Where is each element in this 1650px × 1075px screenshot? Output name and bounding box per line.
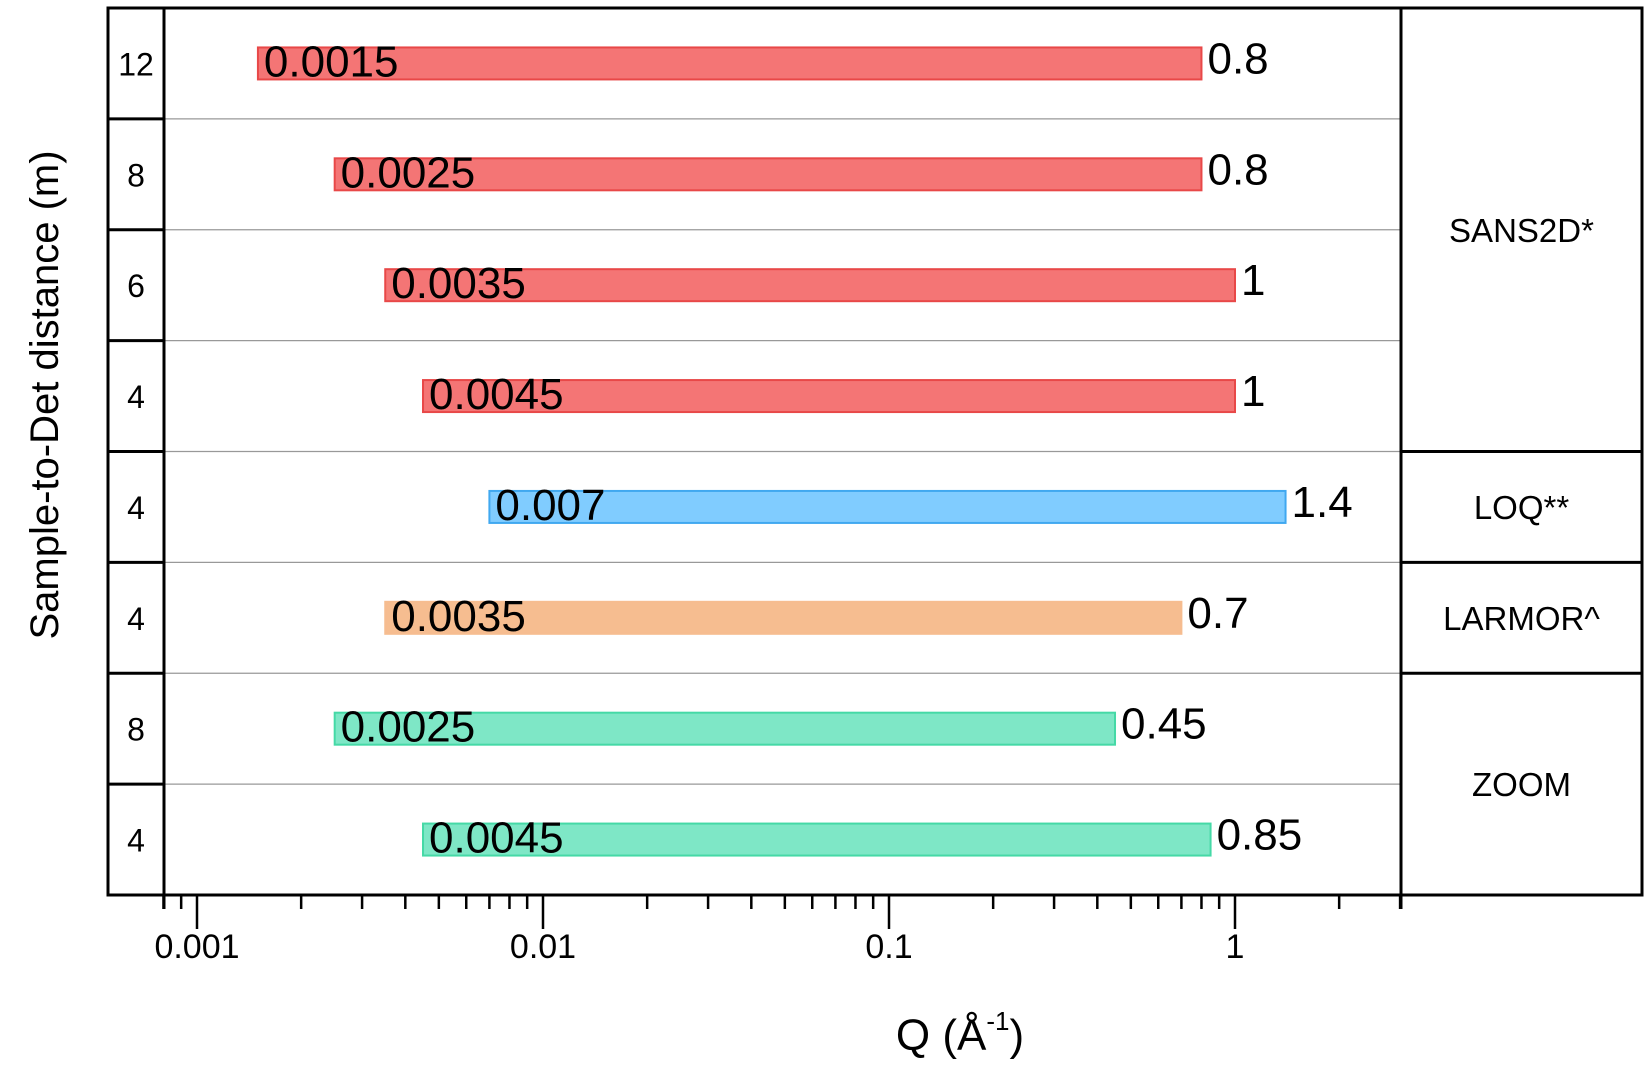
qmax-label: 0.45 [1121, 700, 1207, 749]
distance-label: 8 [127, 157, 145, 193]
instrument-label: LARMOR^ [1443, 600, 1600, 637]
q-range-bar [384, 268, 1236, 303]
qmax-label: 0.8 [1207, 34, 1268, 83]
distance-label: 6 [127, 268, 145, 304]
instrument-label: ZOOM [1472, 766, 1571, 803]
x-tick-label: 1 [1226, 928, 1245, 966]
x-tick-label: 0.01 [510, 928, 576, 966]
q-range-bar [333, 711, 1117, 746]
q-range-bar [256, 46, 1203, 81]
y-axis-label: Sample-to-Det distance (m) [23, 150, 67, 639]
distance-label: 12 [118, 46, 154, 82]
q-range-bar [384, 600, 1183, 635]
qmin-label: 0.0025 [341, 703, 476, 752]
qmax-label: 0.8 [1207, 145, 1268, 194]
qmax-label: 0.85 [1217, 811, 1303, 860]
qmin-label: 0.0025 [341, 148, 476, 197]
q-range-bar [422, 379, 1236, 414]
qmin-label: 0.0045 [429, 814, 564, 863]
distance-label: 4 [127, 490, 145, 526]
q-range-bar [333, 157, 1203, 192]
qmax-label: 1 [1241, 256, 1265, 305]
qmin-label: 0.0015 [264, 37, 399, 86]
instrument-label: SANS2D* [1449, 212, 1594, 249]
x-axis-label: Q (Å-1) [896, 1006, 1024, 1060]
distance-label: 4 [127, 379, 145, 415]
qmin-label: 0.0035 [391, 259, 526, 308]
distance-label: 8 [127, 712, 145, 748]
q-range-bar [488, 489, 1287, 524]
x-tick-label: 0.1 [865, 928, 912, 966]
qmax-label: 0.7 [1187, 589, 1248, 638]
qmin-label: 0.0045 [429, 370, 564, 419]
qmin-label: 0.0035 [391, 592, 526, 641]
q-range-bar [422, 822, 1212, 857]
x-tick-label: 0.001 [154, 928, 239, 966]
qmax-label: 1 [1241, 367, 1265, 416]
distance-label: 4 [127, 823, 145, 859]
plot-frame [106, 6, 1644, 897]
qmin-label: 0.007 [495, 481, 605, 530]
instrument-label: LOQ** [1474, 489, 1570, 526]
qmax-label: 1.4 [1292, 478, 1353, 527]
distance-label: 4 [127, 601, 145, 637]
